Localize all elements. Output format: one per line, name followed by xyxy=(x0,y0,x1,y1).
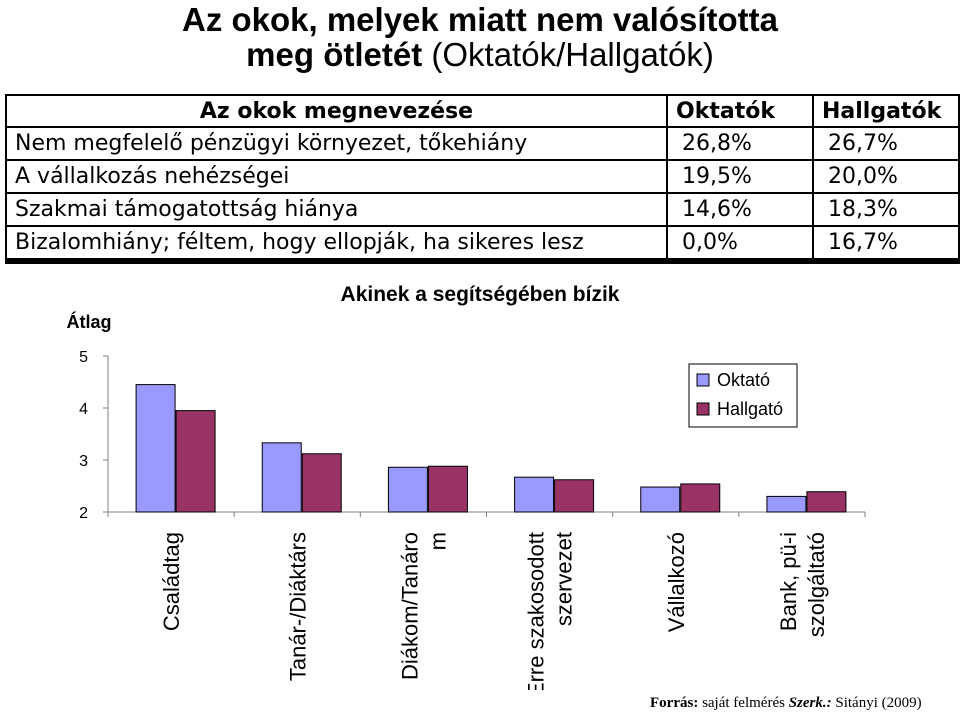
table-row: Nem megfelelő pénzügyi környezet, tőkehi… xyxy=(5,126,960,161)
editor-label: Szerk.: xyxy=(788,695,832,711)
hallgatok-value: 16,7% xyxy=(812,225,960,264)
table-row: Szakmai támogatottság hiánya 14,6% 18,3% xyxy=(5,192,960,227)
legend-swatch-oktato xyxy=(696,373,710,387)
reasons-table: Az okok megnevezése Oktatók Hallgatók Ne… xyxy=(5,94,960,264)
y-tick-label: 2 xyxy=(79,505,88,522)
bar-hallgato-4 xyxy=(680,483,721,513)
y-tick-label: 4 xyxy=(79,401,88,418)
reason-cell: Szakmai támogatottság hiánya xyxy=(5,192,668,227)
x-tick-label: Tanár-/Diáktárs xyxy=(285,532,310,681)
chart-bars xyxy=(135,384,847,513)
bar-hallgato-2 xyxy=(427,465,468,513)
table-row: A vállalkozás nehézségei 19,5% 20,0% xyxy=(5,159,960,194)
chart-legend: Oktató Hallgató xyxy=(688,363,798,428)
x-tick-label: Erre szakosodott szervezet xyxy=(524,532,577,690)
oktatok-value: 14,6% xyxy=(666,192,814,227)
bar-chart: Akinek a segítségében bízik Átlag 2 3 4 5 C… xyxy=(67,283,866,690)
source-text: saját felmérés xyxy=(702,695,785,711)
bar-hallgato-5 xyxy=(806,491,847,513)
title-line-2-rest: (Oktatók/Hallgatók) xyxy=(431,36,714,73)
bar-oktato-0 xyxy=(135,384,176,513)
page-title: Az okok, melyek miatt nem valósította me… xyxy=(0,2,960,72)
table-header-row: Az okok megnevezése Oktatók Hallgatók xyxy=(5,94,960,128)
x-tick-label-line: szervezet xyxy=(552,532,577,626)
bar-hallgato-1 xyxy=(301,453,342,513)
bar-oktato-5 xyxy=(766,495,807,513)
bar-hallgato-3 xyxy=(554,479,595,513)
editor-text: Sitányi (2009) xyxy=(835,695,922,711)
chart-x-labels: Családtag Tanár-/Diáktárs Diákom/Tanáro m Er… xyxy=(159,532,829,690)
table-row: Bizalomhiány; féltem, hogy ellopják, ha … xyxy=(5,225,960,264)
bar-oktato-4 xyxy=(640,486,681,513)
header-oktatok: Oktatók xyxy=(666,94,814,128)
oktatok-value: 26,8% xyxy=(666,126,814,161)
x-tick-label: Bank, pü-i szolgáltató xyxy=(776,532,829,637)
hallgatok-value: 18,3% xyxy=(812,192,960,227)
reason-cell: A vállalkozás nehézségei xyxy=(5,159,668,194)
reason-cell: Bizalomhiány; féltem, hogy ellopják, ha … xyxy=(5,225,668,264)
source-note: Forrás: saját felmérés Szerk.: Sitányi (… xyxy=(650,695,922,712)
oktatok-value: 0,0% xyxy=(666,225,814,264)
y-axis-label: Átlag xyxy=(67,311,112,332)
header-reason: Az okok megnevezése xyxy=(5,94,668,128)
x-tick-label: Vállalkozó xyxy=(664,532,689,632)
title-line-1: Az okok, melyek miatt nem valósította xyxy=(181,1,778,38)
x-tick-label-line: szolgáltató xyxy=(804,532,829,637)
legend-label-hallgato: Hallgató xyxy=(717,399,783,419)
legend-label-oktato: Oktató xyxy=(717,370,770,390)
title-line-2: meg ötletét (Oktatók/Hallgatók) xyxy=(0,37,960,72)
x-tick-label-line: Bank, pü-i xyxy=(776,532,801,631)
reason-cell: Nem megfelelő pénzügyi környezet, tőkehi… xyxy=(5,126,668,161)
bar-oktato-2 xyxy=(387,466,428,513)
y-tick-label: 5 xyxy=(79,349,88,366)
x-tick-label: Családtag xyxy=(159,532,184,631)
y-tick-label: 3 xyxy=(79,453,88,470)
hallgatok-value: 26,7% xyxy=(812,126,960,161)
hallgatok-value: 20,0% xyxy=(812,159,960,194)
chart-axes: 2 3 4 5 xyxy=(79,349,866,522)
x-tick-label-line: Diákom/Tanáro xyxy=(397,532,422,680)
x-tick-label-line: m xyxy=(425,532,450,550)
x-tick-label-line: Erre szakosodott xyxy=(524,532,549,690)
x-tick-label: Diákom/Tanáro m xyxy=(397,532,450,680)
x-tick-label-line: Vállalkozó xyxy=(664,532,689,632)
bar-hallgato-0 xyxy=(175,410,216,513)
source-label: Forrás: xyxy=(650,695,699,711)
x-tick-label-line: Tanár-/Diáktárs xyxy=(285,532,310,681)
header-hallgatok: Hallgatók xyxy=(812,94,960,128)
chart-title: Akinek a segítségében bízik xyxy=(341,283,620,306)
bar-oktato-1 xyxy=(261,442,302,513)
legend-swatch-hallgato xyxy=(696,402,710,416)
oktatok-value: 19,5% xyxy=(666,159,814,194)
title-line-2-bold: meg ötletét xyxy=(246,36,423,73)
x-tick-label-line: Családtag xyxy=(159,532,184,631)
bar-oktato-3 xyxy=(514,476,555,513)
